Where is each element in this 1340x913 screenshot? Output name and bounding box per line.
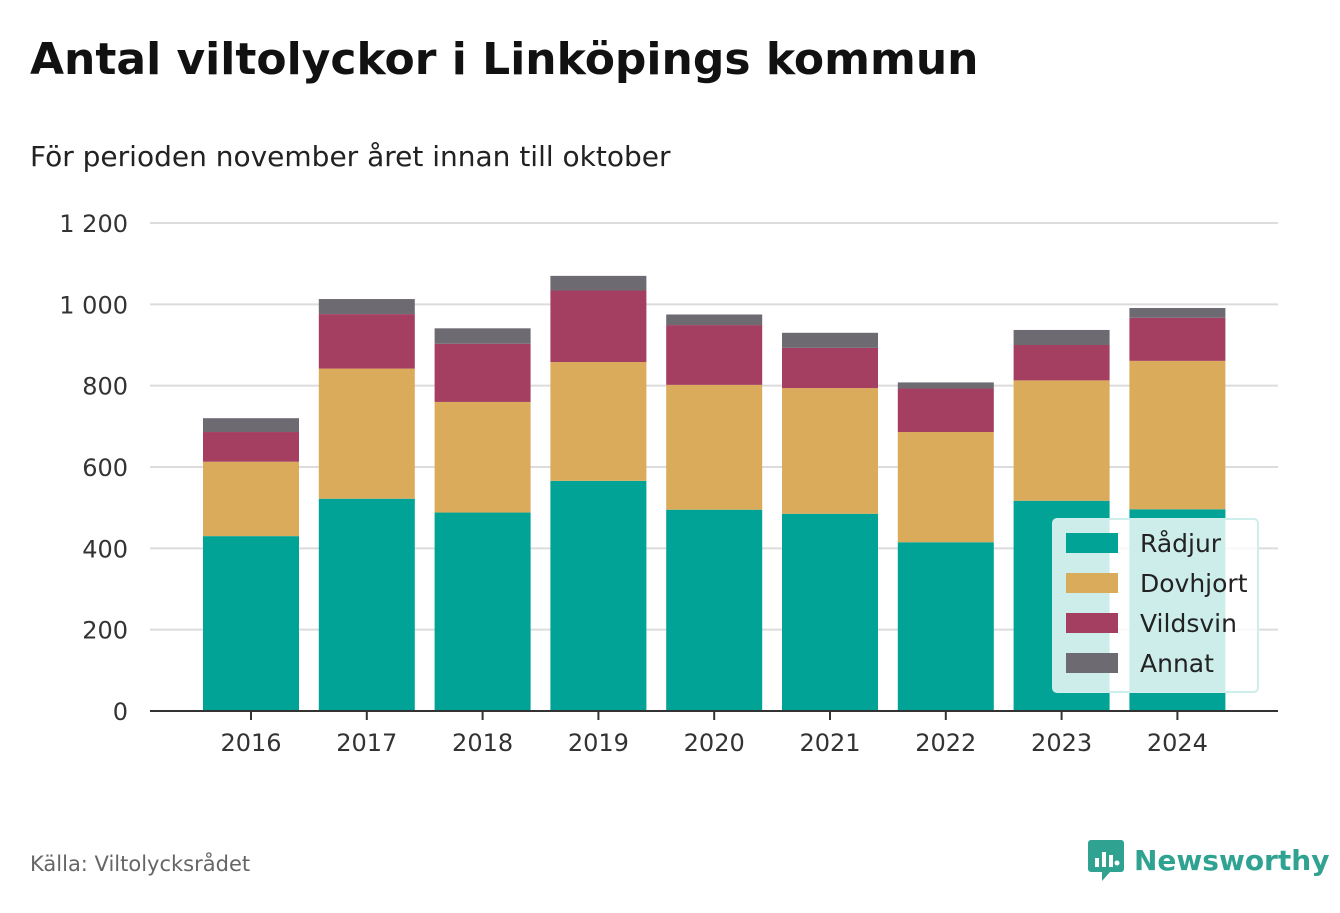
bar-segment bbox=[1013, 345, 1110, 381]
x-tick-label: 2023 bbox=[1031, 729, 1092, 757]
bar-segment bbox=[1129, 317, 1226, 361]
bar-segment bbox=[203, 536, 299, 711]
bar-segment bbox=[666, 509, 763, 711]
brand-logo: Newsworthy bbox=[1088, 838, 1329, 882]
legend-label: Annat bbox=[1140, 649, 1214, 678]
bar-segment bbox=[897, 432, 994, 543]
source-note: Källa: Viltolycksrådet bbox=[30, 852, 251, 876]
bar-segment bbox=[666, 314, 763, 326]
bar-segment bbox=[1129, 307, 1226, 318]
legend-box bbox=[1052, 518, 1259, 693]
legend-label: Dovhjort bbox=[1140, 569, 1248, 598]
bar-segment bbox=[550, 480, 647, 711]
x-tick-label: 2016 bbox=[220, 729, 281, 757]
legend-label: Vildsvin bbox=[1140, 609, 1237, 638]
bar-segment bbox=[1013, 380, 1110, 501]
legend-label: Rådjur bbox=[1140, 529, 1222, 558]
bar-segment bbox=[434, 401, 531, 513]
y-tick-label: 800 bbox=[82, 373, 128, 401]
x-tick-label: 2022 bbox=[915, 729, 976, 757]
y-tick-label: 400 bbox=[82, 535, 128, 563]
bar-segment bbox=[897, 382, 994, 389]
x-tick-label: 2018 bbox=[452, 729, 513, 757]
bar-segment bbox=[1129, 360, 1226, 510]
bar-segment bbox=[434, 343, 531, 402]
bar-segment bbox=[318, 368, 415, 499]
bar-segment bbox=[782, 388, 878, 514]
bar-segment bbox=[666, 384, 763, 510]
legend-swatch bbox=[1066, 573, 1118, 593]
legend-swatch bbox=[1066, 533, 1118, 553]
bar-segment bbox=[782, 347, 878, 389]
bar-segment bbox=[782, 513, 878, 711]
bar-segment bbox=[550, 275, 647, 291]
bar-segment bbox=[318, 299, 415, 315]
y-tick-label: 0 bbox=[113, 698, 128, 726]
chart-title: Antal viltolyckor i Linköpings kommun bbox=[30, 34, 979, 85]
bar-segment bbox=[318, 314, 415, 369]
bar-segment bbox=[203, 461, 299, 537]
bar-segment bbox=[550, 362, 647, 481]
legend-swatch bbox=[1066, 653, 1118, 673]
bar-segment bbox=[666, 325, 763, 385]
bar-segment bbox=[550, 290, 647, 363]
x-tick-label: 2024 bbox=[1147, 729, 1208, 757]
bar-segment bbox=[434, 512, 531, 711]
y-tick-label: 600 bbox=[82, 454, 128, 482]
y-tick-label: 1 000 bbox=[59, 291, 128, 319]
legend-swatch bbox=[1066, 613, 1118, 633]
chart-subtitle: För perioden november året innan till ok… bbox=[30, 140, 671, 173]
x-tick-label: 2017 bbox=[336, 729, 397, 757]
bar-segment bbox=[203, 418, 299, 433]
bar-segment bbox=[897, 542, 994, 711]
bar-segment bbox=[1013, 329, 1110, 345]
brand-name: Newsworthy bbox=[1134, 843, 1330, 877]
y-tick-label: 1 200 bbox=[59, 210, 128, 238]
bar-segment bbox=[434, 328, 531, 344]
y-tick-label: 200 bbox=[82, 617, 128, 645]
bar-segment bbox=[897, 388, 994, 433]
newsworthy-logo-icon bbox=[1088, 840, 1124, 881]
bar-segment bbox=[318, 498, 415, 711]
bar-segment bbox=[203, 432, 299, 462]
bar-segment bbox=[782, 332, 878, 348]
x-tick-label: 2021 bbox=[799, 729, 860, 757]
x-tick-label: 2020 bbox=[684, 729, 745, 757]
x-tick-label: 2019 bbox=[568, 729, 629, 757]
